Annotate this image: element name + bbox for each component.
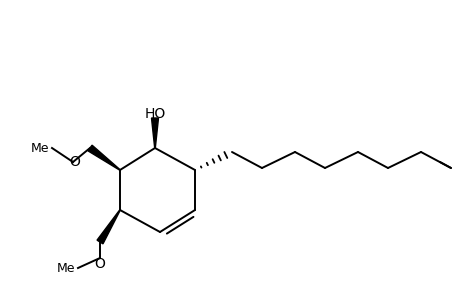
Text: Me: Me: [30, 142, 49, 154]
Polygon shape: [88, 145, 120, 170]
Text: HO: HO: [144, 107, 165, 121]
Text: O: O: [95, 257, 105, 271]
Text: O: O: [69, 155, 80, 169]
Polygon shape: [97, 210, 120, 244]
Polygon shape: [151, 118, 158, 148]
Text: Me: Me: [56, 262, 75, 275]
